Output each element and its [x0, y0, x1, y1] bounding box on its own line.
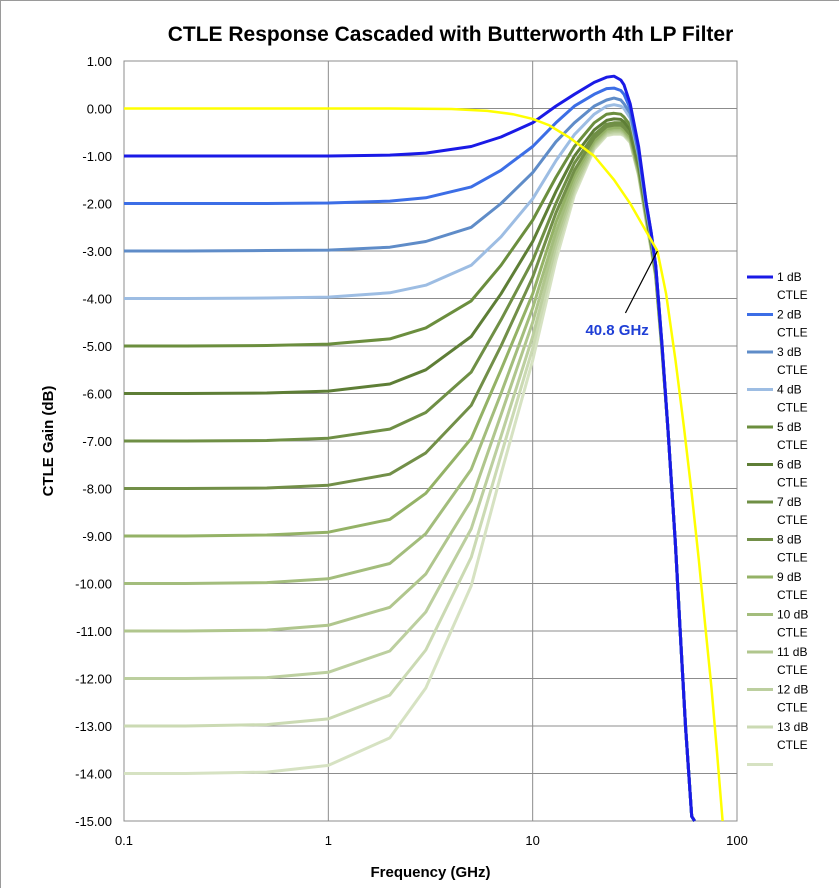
x-axis-title: Frequency (GHz): [370, 864, 490, 881]
y-tick-label: -10.00: [75, 577, 112, 592]
legend-label-type: CTLE: [777, 551, 808, 565]
y-tick-label: -5.00: [82, 339, 112, 354]
legend-label-type: CTLE: [777, 438, 808, 452]
y-tick-label: -2.00: [82, 197, 112, 212]
legend-label-unit: 2 dB: [777, 308, 802, 322]
series-line-13: [124, 131, 696, 822]
legend-label-type: CTLE: [777, 513, 808, 527]
legend-label-unit: 10 dB: [777, 608, 808, 622]
y-tick-label: -1.00: [82, 149, 112, 164]
y-tick-label: -9.00: [82, 529, 112, 544]
x-tick-label: 1: [325, 833, 332, 848]
legend: 1 dB CTLE 2 dB CTLE 3 dB CTLE 4 dB CTLE 5 dB CTLE…: [747, 270, 808, 766]
series-line-7: [124, 121, 696, 822]
y-tick-label: -3.00: [82, 244, 112, 259]
series-line-12: [124, 130, 696, 822]
annotation-label: 40.8 GHz: [585, 322, 648, 339]
y-tick-label: 1.00: [87, 54, 112, 69]
legend-label-type: CTLE: [777, 401, 808, 415]
y-tick-label: -15.00: [75, 814, 112, 829]
legend-label-unit: 6 dB: [777, 458, 802, 472]
legend-label-unit: 13 dB: [777, 720, 808, 734]
legend-label-type: CTLE: [777, 588, 808, 602]
series-line-5: [124, 111, 696, 822]
series-line-14: [124, 132, 696, 822]
legend-label-type: CTLE: [777, 326, 808, 340]
annotation-leader: [624, 250, 658, 314]
series-line-6: [124, 117, 696, 822]
axes: 1.00 0.00 -1.00 -2.00 -3.00 -4.00 -5.00 -6.00 -7…: [75, 54, 748, 848]
y-axis-title: CTLE Gain (dB): [40, 386, 57, 497]
series-line-11: [124, 128, 696, 822]
legend-label-unit: 12 dB: [777, 683, 808, 697]
y-tick-label: -8.00: [82, 482, 112, 497]
x-tick-label: 0.1: [115, 833, 133, 848]
legend-label-unit: 9 dB: [777, 570, 802, 584]
legend-label-unit: 5 dB: [777, 420, 802, 434]
series-line-9: [124, 126, 696, 822]
x-tick-label: 10: [525, 833, 539, 848]
series-line-10: [124, 127, 696, 822]
series-line-8: [124, 123, 696, 822]
legend-label-type: CTLE: [777, 476, 808, 490]
legend-label-type: CTLE: [777, 701, 808, 715]
legend-label-type: CTLE: [777, 738, 808, 752]
series-line-1: [124, 74, 696, 822]
legend-label-unit: 8 dB: [777, 533, 802, 547]
annotation: 40.8 GHz: [585, 250, 658, 339]
y-tick-label: -6.00: [82, 387, 112, 402]
y-tick-label: -12.00: [75, 672, 112, 687]
lp-filter-line: [124, 107, 724, 822]
y-tick-label: -4.00: [82, 292, 112, 307]
legend-label-type: CTLE: [777, 288, 808, 302]
plot-area: [124, 74, 724, 822]
y-tick-label: -14.00: [75, 767, 112, 782]
legend-label-type: CTLE: [777, 626, 808, 640]
y-tick-label: 0.00: [87, 102, 112, 117]
x-tick-label: 100: [726, 833, 748, 848]
y-tick-label: -11.00: [76, 624, 112, 639]
legend-label-unit: 4 dB: [777, 383, 802, 397]
chart-title: CTLE Response Cascaded with Butterworth …: [168, 23, 734, 46]
y-tick-label: -13.00: [75, 719, 112, 734]
legend-label-type: CTLE: [777, 363, 808, 377]
legend-label-unit: 1 dB: [777, 270, 802, 284]
legend-label-unit: 7 dB: [777, 495, 802, 509]
y-tick-label: -7.00: [82, 434, 112, 449]
legend-label-unit: 3 dB: [777, 345, 802, 359]
legend-label-type: CTLE: [777, 663, 808, 677]
legend-label-unit: 11 dB: [777, 645, 807, 659]
